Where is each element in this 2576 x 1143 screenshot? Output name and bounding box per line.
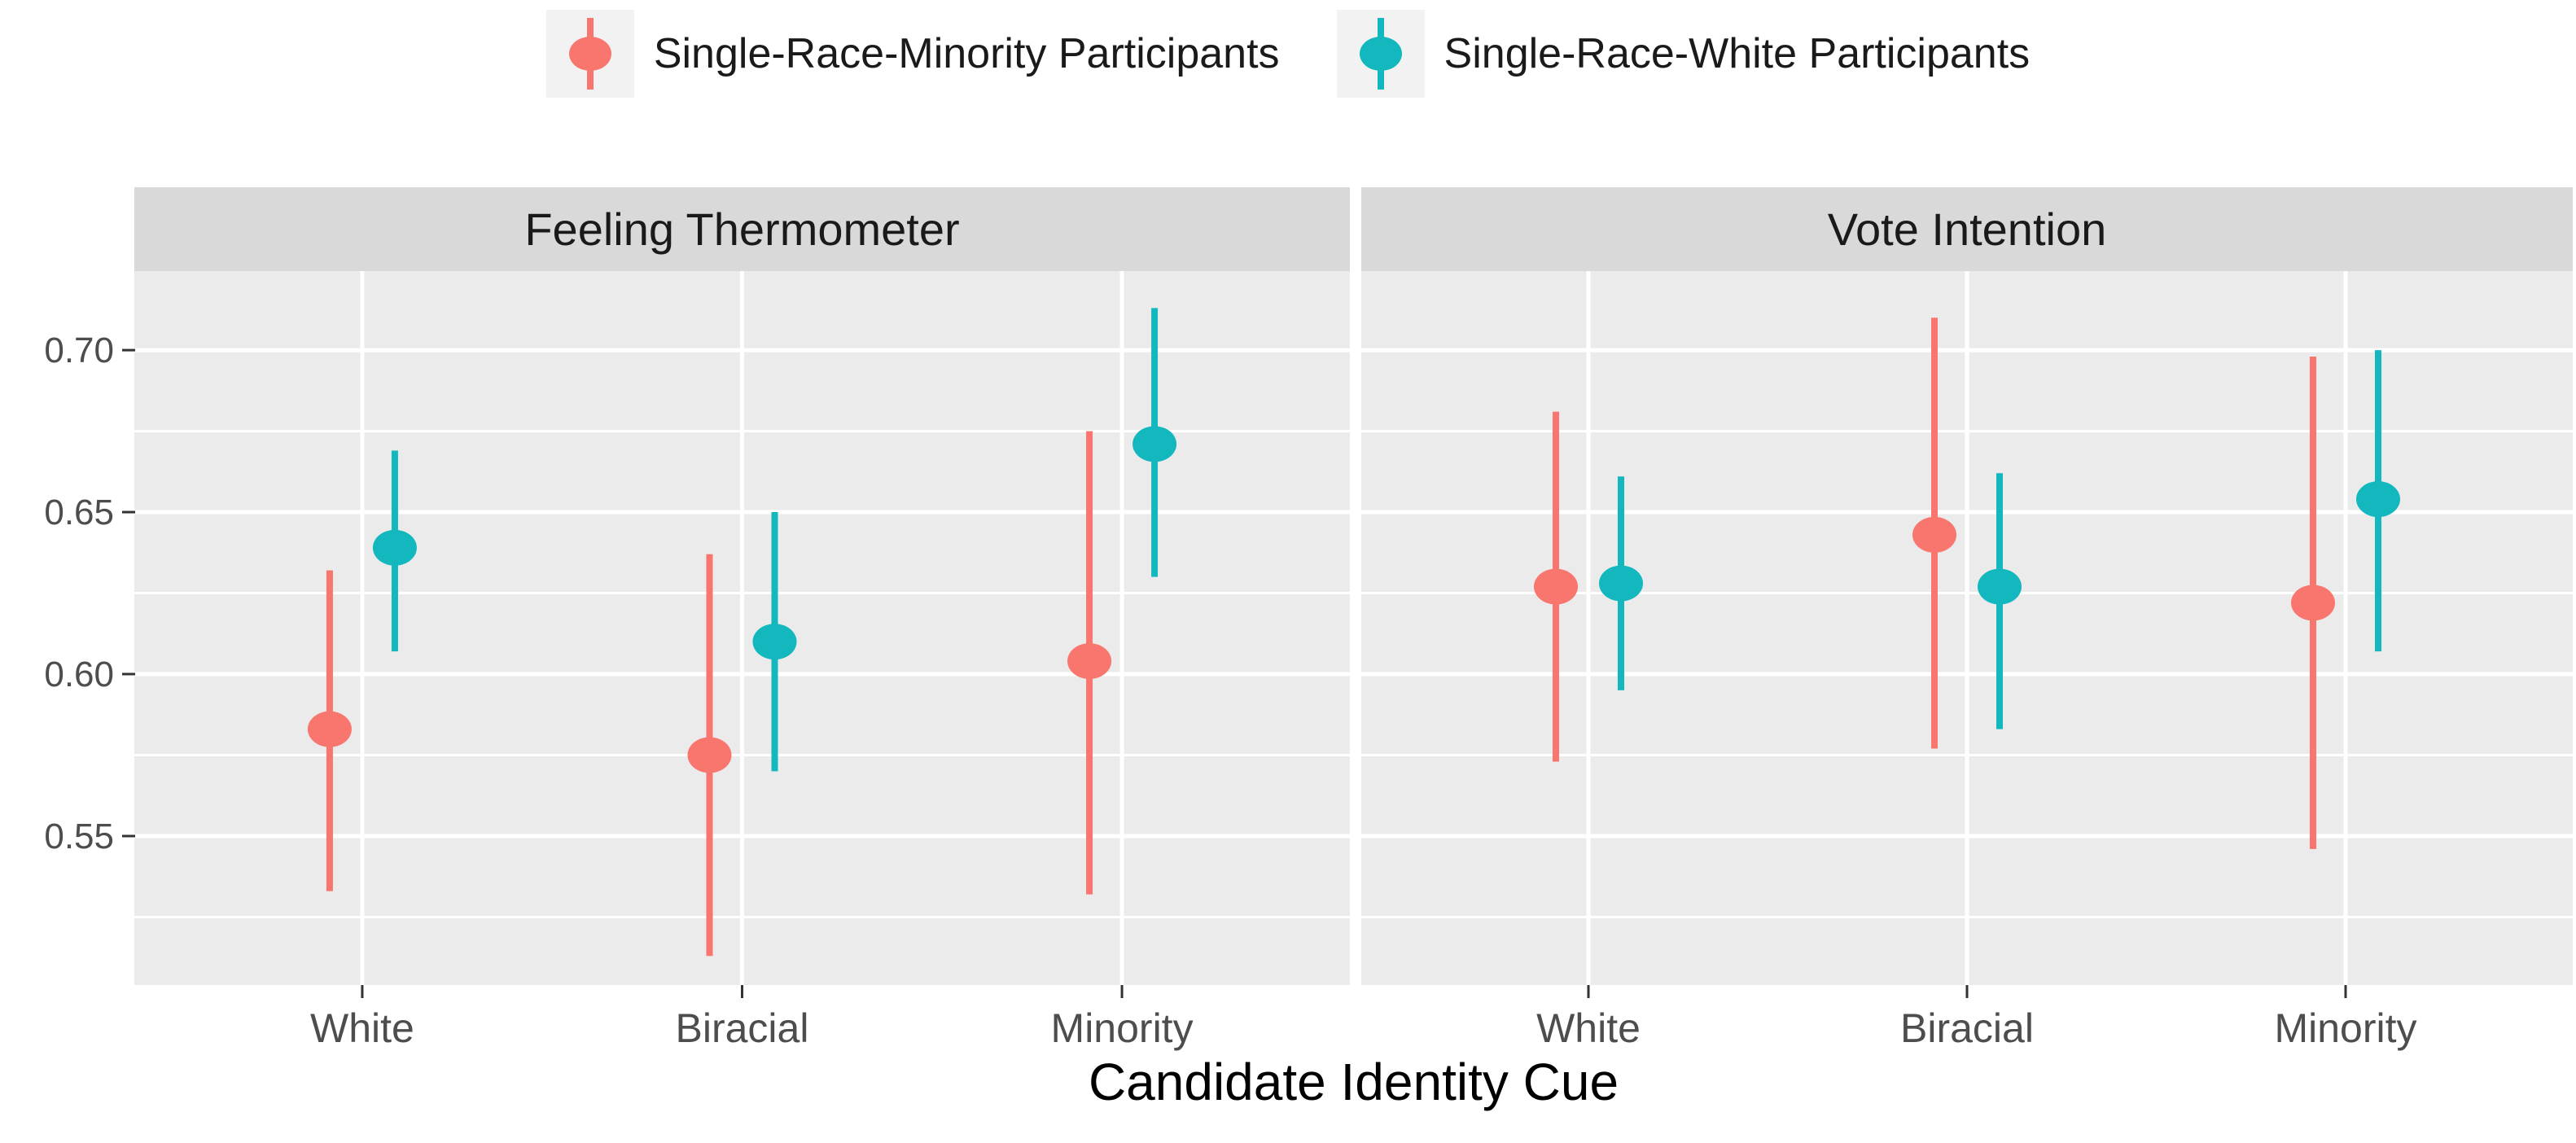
point-estimate [1978, 568, 2022, 605]
facet-strip [1361, 187, 2573, 271]
x-tick-label-white: White [310, 1005, 414, 1051]
x-tick-label-minority: Minority [1051, 1005, 1194, 1051]
facet-strip [134, 187, 1350, 271]
y-tick-label: 0.60 [44, 655, 114, 694]
x-tick-label-white: White [1536, 1005, 1641, 1051]
point-estimate [1599, 565, 1643, 602]
point-estimate [1359, 37, 1402, 71]
point-estimate [1534, 568, 1578, 605]
legend: Single-Race-Minority Participants Single… [0, 10, 2576, 98]
pointrange-single-race-minority-participants-white [1534, 411, 1578, 762]
legend-item-white-participants: Single-Race-White Participants [1336, 10, 2031, 98]
pointrange-single-race-white-participants-biracial [1978, 473, 2022, 729]
pointrange-key-icon [545, 10, 634, 98]
point-estimate [1132, 426, 1177, 462]
x-axis-title: Candidate Identity Cue [1088, 1053, 1619, 1111]
pointrange-single-race-minority-participants-minority [2291, 357, 2335, 849]
point-estimate [2356, 481, 2400, 518]
y-tick-label: 0.65 [44, 493, 114, 532]
point-estimate [2291, 585, 2335, 621]
x-tick-label-minority: Minority [2274, 1005, 2416, 1051]
y-tick-label: 0.70 [44, 331, 114, 370]
facet-vote-intention: Vote Intention White Biracial Minority [1361, 187, 2573, 1051]
x-tick-label-biracial: Biracial [676, 1005, 809, 1051]
legend-item-minority-participants: Single-Race-Minority Participants [545, 10, 1280, 98]
pointrange-single-race-minority-participants-white [307, 570, 352, 891]
pointrange-single-race-white-participants-minority [1132, 308, 1177, 577]
point-estimate [307, 711, 352, 747]
facet-strip-title: Vote Intention [1828, 204, 2107, 255]
pointrange-single-race-white-participants-white [1599, 476, 1643, 690]
pointrange-single-race-white-participants-biracial [752, 512, 797, 772]
pointrange-single-race-white-participants-minority [2356, 350, 2400, 652]
point-estimate [1067, 643, 1112, 680]
legend-item-label: Single-Race-White Participants [1444, 30, 2031, 77]
facet-feeling-thermometer: Feeling Thermometer White Biracial Minority [134, 187, 1350, 1051]
pointrange-single-race-white-participants-white [372, 450, 417, 652]
pointrange-single-race-minority-participants-minority [1067, 431, 1112, 895]
point-estimate [687, 737, 732, 773]
x-tick-label-biracial: Biracial [1900, 1005, 2034, 1051]
point-estimate [568, 37, 611, 71]
pointrange-single-race-minority-participants-biracial [687, 554, 732, 957]
pointrange-key-icon [1336, 10, 1425, 98]
point-estimate [372, 529, 417, 566]
y-tick-label: 0.55 [44, 817, 114, 856]
pointrange-single-race-minority-participants-biracial [1912, 318, 1956, 749]
facet-strip-title: Feeling Thermometer [524, 204, 959, 255]
point-estimate [1912, 516, 1956, 553]
legend-item-label: Single-Race-Minority Participants [653, 30, 1280, 77]
point-estimate [752, 624, 797, 660]
